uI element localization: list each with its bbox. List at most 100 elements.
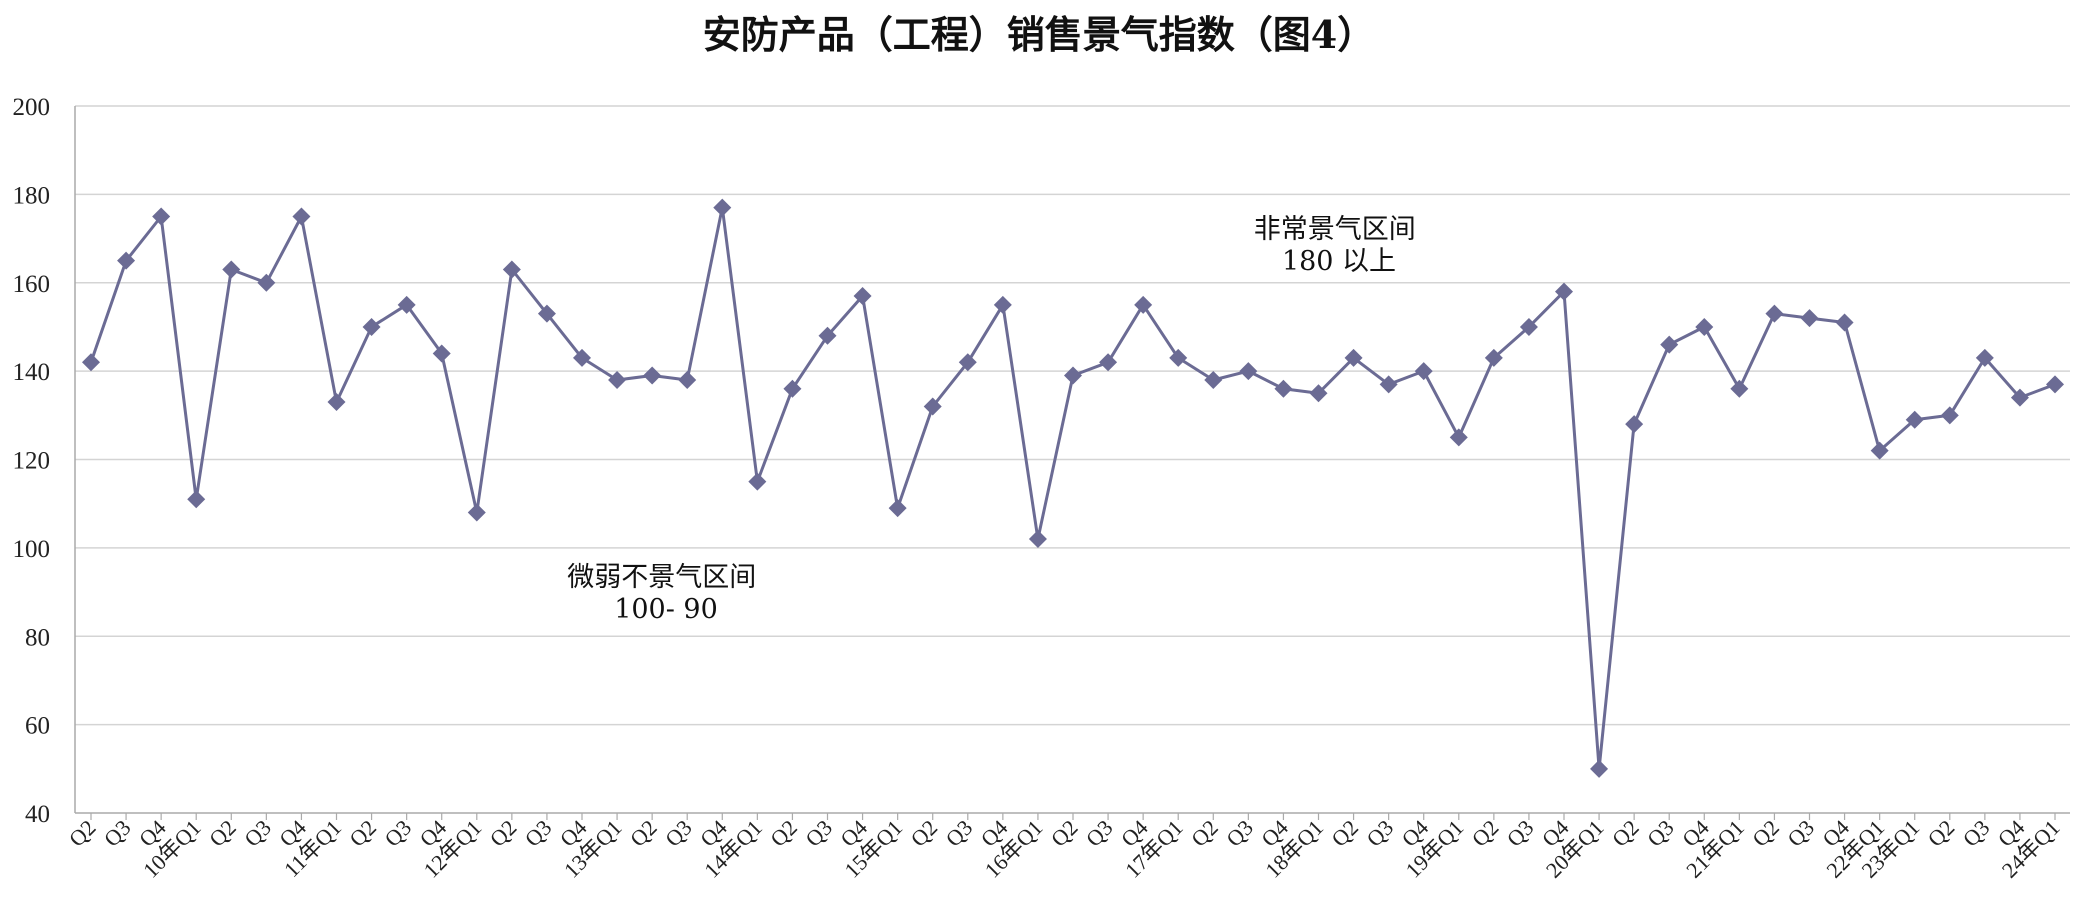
y-tick-label: 120 xyxy=(13,448,51,475)
data-point xyxy=(748,472,767,491)
data-point xyxy=(1414,362,1433,381)
data-point xyxy=(1064,366,1082,385)
data-point xyxy=(643,366,662,385)
x-tick-label: Q2 xyxy=(1467,815,1504,852)
data-point xyxy=(1730,379,1749,398)
x-tick-label: Q2 xyxy=(1923,815,1960,852)
y-tick-label: 80 xyxy=(25,624,50,651)
data-point xyxy=(1379,375,1398,394)
y-tick-label: 180 xyxy=(13,182,51,209)
x-tick-label: Q2 xyxy=(485,815,522,852)
data-point xyxy=(502,260,521,279)
data-point xyxy=(1204,370,1223,389)
x-tick-label: Q2 xyxy=(1046,815,1083,852)
x-tick-label: Q2 xyxy=(906,815,943,852)
chart-annotations: 非常景气区间 180 以上 微弱不景气区间 100- 90 xyxy=(567,214,1425,625)
x-tick-label: Q3 xyxy=(1958,815,1995,852)
series-line xyxy=(89,206,2056,771)
data-point xyxy=(467,503,486,522)
data-point xyxy=(1519,317,1538,336)
gridlines xyxy=(75,105,2070,726)
data-point xyxy=(1835,313,1854,332)
data-point xyxy=(958,353,977,372)
data-point xyxy=(1555,282,1573,301)
x-tick-label: Q3 xyxy=(1081,815,1118,852)
x-tick-label: Q3 xyxy=(1502,815,1539,852)
data-point xyxy=(152,207,171,226)
x-tick-label: Q3 xyxy=(1782,815,1819,852)
x-tick-label: Q3 xyxy=(520,815,557,852)
annotation-weak-zone: 微弱不景气区间 100- 90 xyxy=(567,562,765,625)
x-tick-label: Q3 xyxy=(1361,815,1398,852)
data-point xyxy=(397,295,416,314)
x-tick-label: Q3 xyxy=(800,815,837,852)
data-point xyxy=(187,490,206,509)
x-tick-label: Q2 xyxy=(625,815,662,852)
y-tick-label: 100 xyxy=(13,536,51,563)
data-point xyxy=(1800,309,1819,328)
data-point xyxy=(713,198,732,217)
data-point xyxy=(1975,348,1994,367)
y-tick-label: 60 xyxy=(25,713,50,740)
data-point xyxy=(117,251,136,270)
data-point xyxy=(537,304,556,323)
x-tick-label: Q2 xyxy=(204,815,241,852)
x-tick-label: Q2 xyxy=(1607,815,1644,852)
data-point xyxy=(923,397,942,416)
data-point xyxy=(888,499,907,518)
annotation-strong-zone-range: 180 以上 xyxy=(1282,246,1396,277)
data-point xyxy=(362,317,381,336)
annotation-weak-zone-label: 微弱不景气区间 xyxy=(567,562,756,593)
data-point xyxy=(678,370,697,389)
data-point xyxy=(1590,759,1609,778)
x-tick-label: Q3 xyxy=(941,815,978,852)
data-point xyxy=(853,287,872,306)
data-point xyxy=(1695,317,1714,336)
y-tick-label: 200 xyxy=(13,94,51,121)
data-point xyxy=(1099,353,1118,372)
annotation-strong-zone-label: 非常景气区间 xyxy=(1254,214,1416,245)
chart-title: 安防产品（工程）销售景气指数（图4） xyxy=(703,12,1375,57)
data-point xyxy=(1344,348,1363,367)
x-tick-label: Q2 xyxy=(1326,815,1363,852)
x-tick-label: Q3 xyxy=(239,815,276,852)
x-axis-tick-labels: Q2Q3Q410年Q1Q2Q3Q411年Q1Q2Q3Q412年Q1Q2Q3Q41… xyxy=(64,813,2065,883)
x-tick-label: Q3 xyxy=(1642,815,1679,852)
data-point xyxy=(993,295,1012,314)
y-tick-label: 160 xyxy=(13,271,51,298)
data-point xyxy=(257,273,276,292)
data-point xyxy=(1169,348,1188,367)
data-point xyxy=(1484,348,1503,367)
data-point xyxy=(818,326,837,345)
data-point xyxy=(292,207,311,226)
data-point xyxy=(327,393,346,412)
x-tick-label: Q3 xyxy=(1221,815,1258,852)
data-point-markers xyxy=(82,198,2064,778)
annotation-weak-zone-range: 100- 90 xyxy=(614,594,718,625)
data-point xyxy=(2010,388,2029,407)
x-tick-label: Q2 xyxy=(765,815,802,852)
x-tick-label: Q3 xyxy=(379,815,416,852)
data-point xyxy=(1660,335,1679,354)
x-tick-label: Q3 xyxy=(99,815,136,852)
x-tick-label: Q2 xyxy=(1186,815,1223,852)
data-point xyxy=(82,353,100,372)
y-axis-tick-labels: 40 60 80 100 120 140 160 180 200 xyxy=(13,94,51,828)
data-point xyxy=(1765,304,1784,323)
data-point xyxy=(1239,362,1258,381)
data-point xyxy=(1870,441,1889,460)
x-tick-label: Q2 xyxy=(64,815,101,852)
data-point xyxy=(1274,379,1293,398)
data-point xyxy=(1309,384,1328,403)
data-point xyxy=(1625,415,1644,434)
annotation-strong-zone: 非常景气区间 180 以上 xyxy=(1254,214,1425,277)
x-tick-label: Q2 xyxy=(1747,815,1784,852)
data-point xyxy=(1134,295,1153,314)
data-point xyxy=(608,370,627,389)
data-point xyxy=(783,379,802,398)
data-point xyxy=(432,344,451,363)
data-point xyxy=(1449,428,1468,447)
data-point xyxy=(1905,410,1924,429)
y-tick-label: 140 xyxy=(13,359,51,386)
